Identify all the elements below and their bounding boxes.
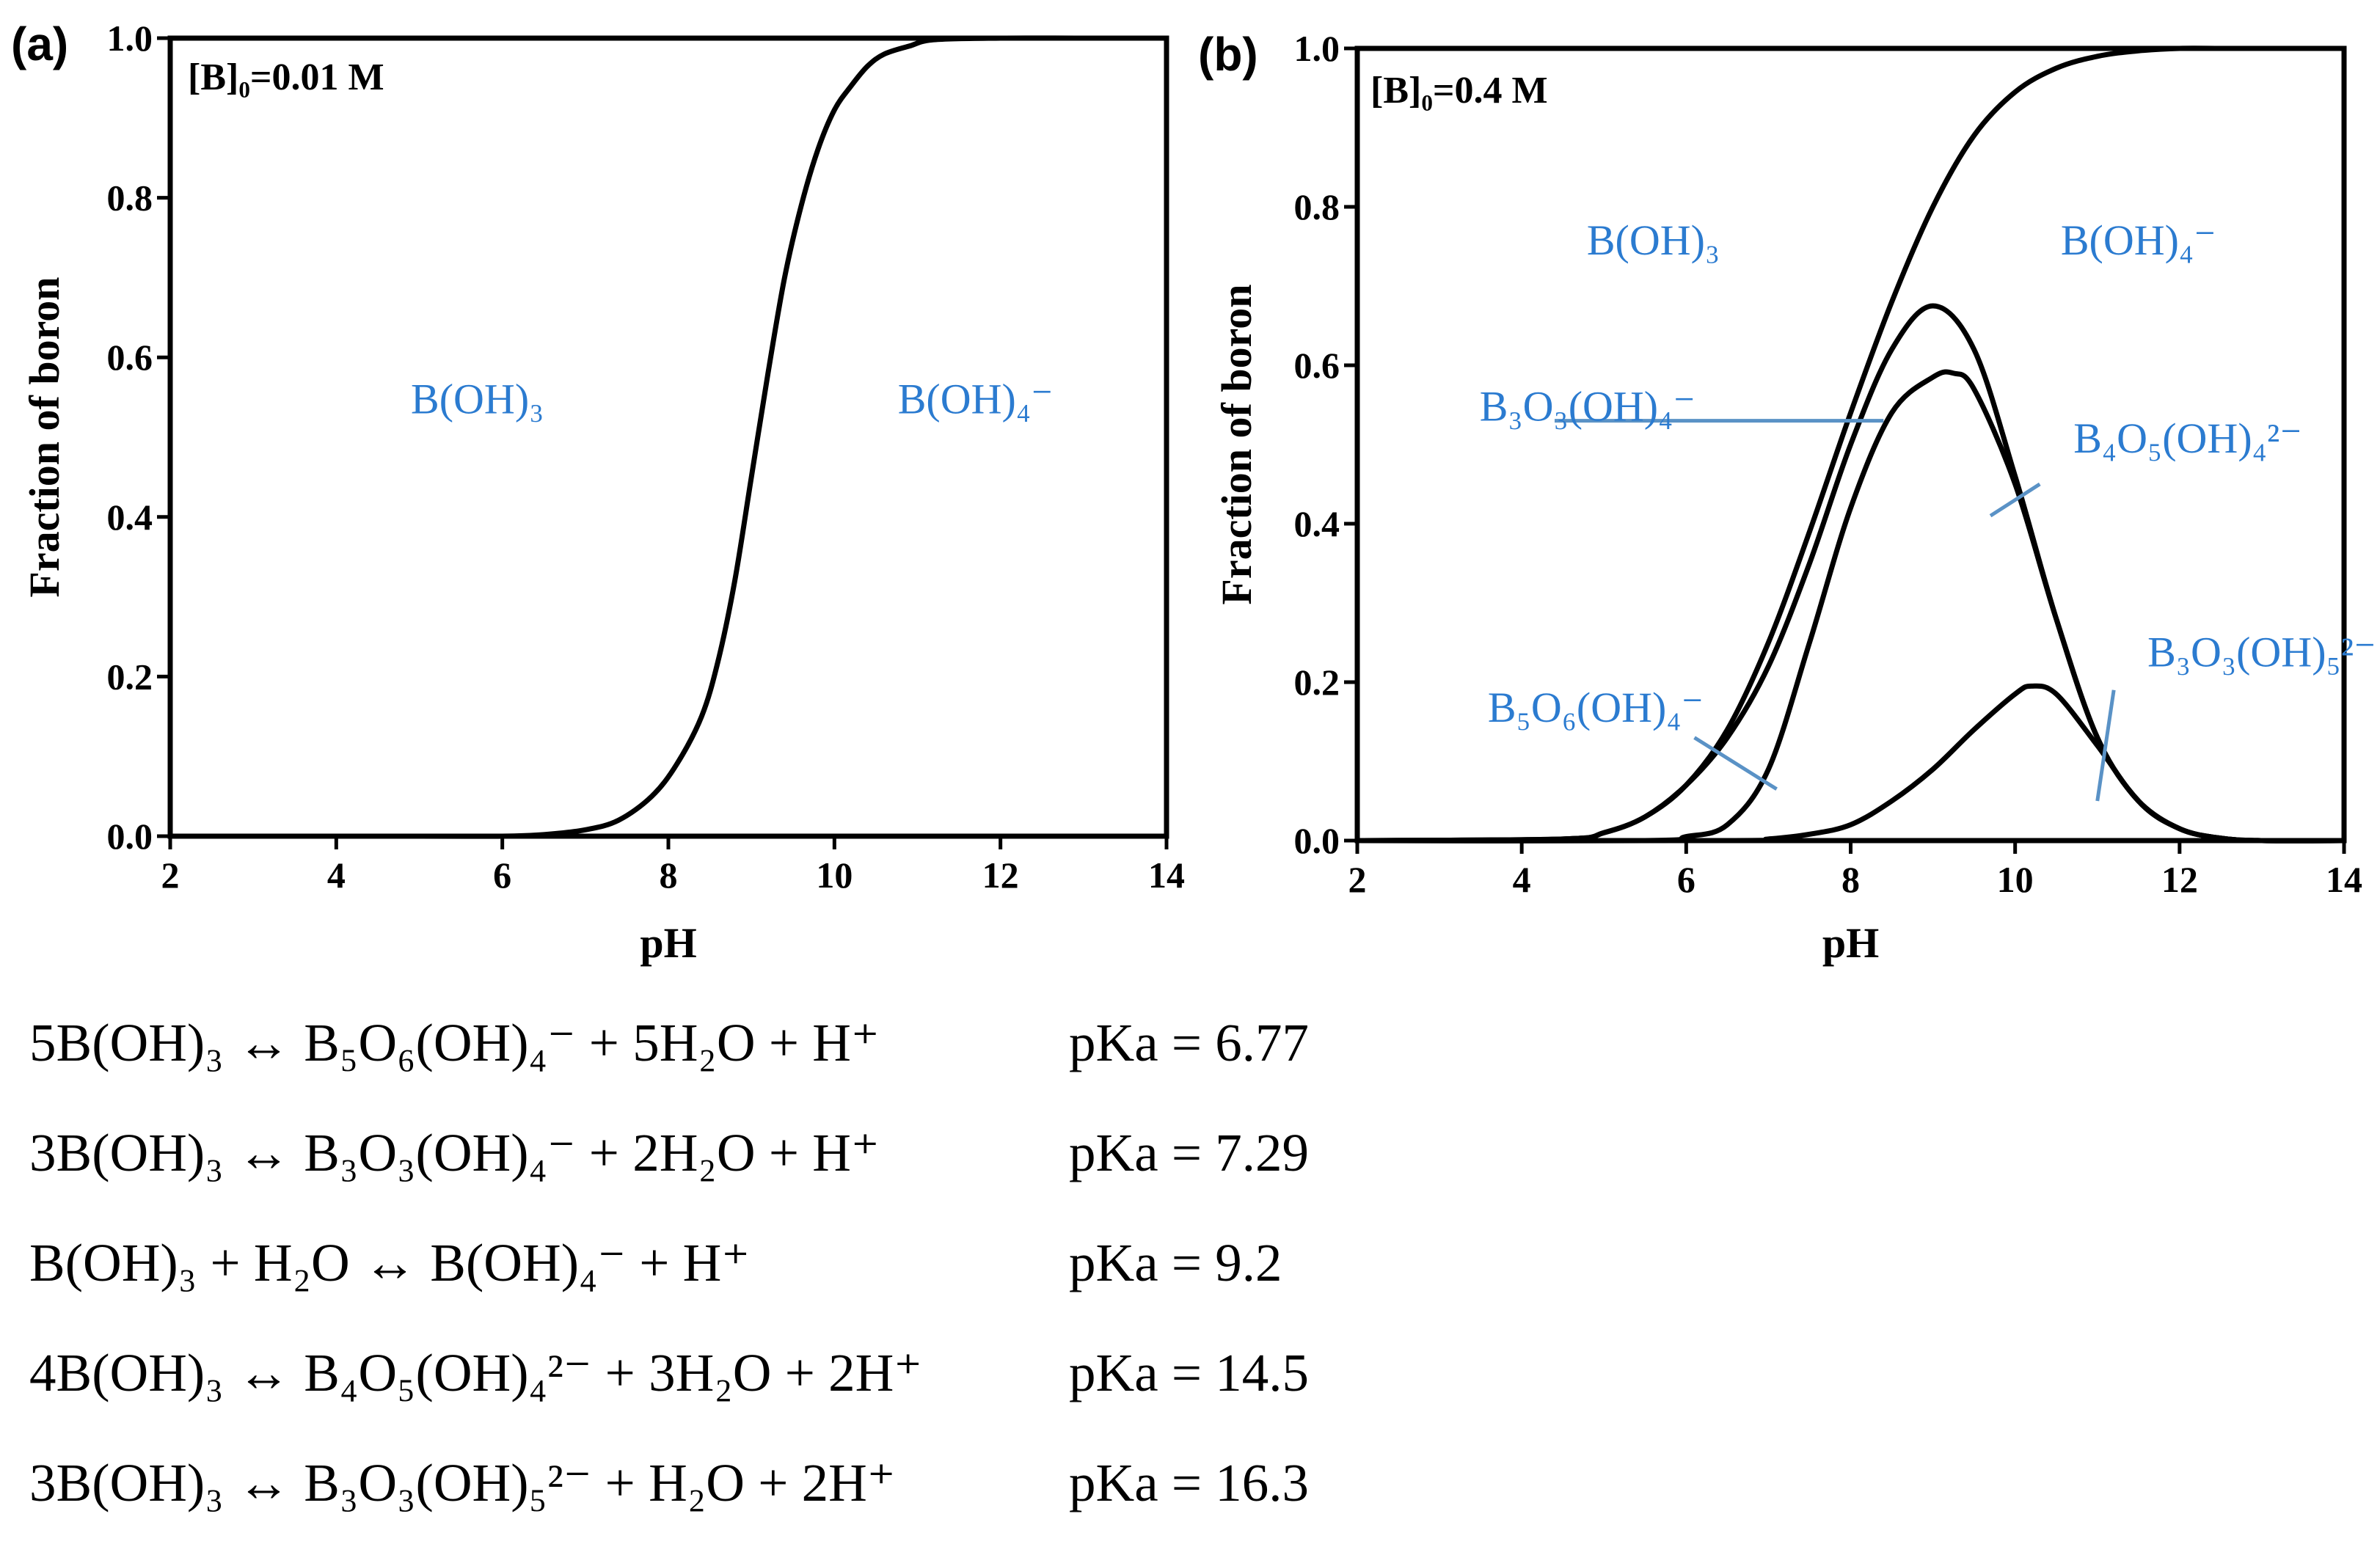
equation-row: 3B(OH)₃ ↔ B₃O₃(OH)₅²⁻ + H₂O + 2H⁺ pKa = …: [29, 1434, 1423, 1544]
y-axis-title: Fraction of boron: [21, 277, 68, 597]
y-tick-label: 0.0: [107, 816, 153, 857]
y-tick-label: 0.8: [107, 178, 153, 219]
y-tick-label: 0.8: [1294, 186, 1340, 227]
species-label: B₄O₅(OH)₄²⁻: [2073, 414, 2302, 462]
y-tick-label: 0.4: [1294, 503, 1340, 544]
pka-value: pKa = 14.5: [1069, 1343, 1310, 1402]
x-axis-title: pH: [1822, 919, 1879, 967]
equation-row: 3B(OH)₃ ↔ B₃O₃(OH)₄⁻ + 2H₂O + H⁺ pKa = 7…: [29, 1104, 1423, 1214]
x-tick-label: 8: [1841, 859, 1860, 900]
x-tick-label: 8: [660, 855, 678, 896]
panel-b: 2 4 6 8 10 12 14 0.0 0.2 0.4 0.6 0.8 1.0 pH Fraction o…: [1198, 28, 2376, 967]
concentration-label: [B]₀=0.01 M: [188, 56, 384, 98]
y-tick-label: 0.2: [107, 656, 153, 697]
species-label: B(OH)₄⁻: [2061, 216, 2216, 264]
reaction-text: 3B(OH)₃ ↔ B₃O₃(OH)₄⁻ + 2H₂O + H⁺: [29, 1123, 880, 1182]
y-tick-label: 0.6: [1294, 345, 1340, 386]
panel-label: (a): [11, 18, 68, 70]
species-label: B(OH)₃: [411, 375, 544, 422]
pka-value: pKa = 6.77: [1069, 1013, 1310, 1072]
x-tick-label: 10: [816, 855, 853, 896]
annotation-leader-line: [1989, 482, 2041, 518]
x-tick-label: 4: [327, 855, 346, 896]
x-tick-label: 2: [161, 855, 180, 896]
reaction-text: B(OH)₃ + H₂O ↔ B(OH)₄⁻ + H⁺: [29, 1233, 750, 1292]
y-tick-label: 1.0: [1294, 28, 1340, 69]
species-label: B(OH)₄⁻: [898, 375, 1054, 422]
y-tick-label: 0.6: [107, 337, 153, 378]
pka-value: pKa = 7.29: [1069, 1123, 1310, 1182]
species-label: B₃O₃(OH)₅²⁻: [2147, 628, 2376, 676]
x-tick-label: 10: [1997, 859, 2034, 900]
pka-value: pKa = 16.3: [1069, 1453, 1310, 1512]
y-tick-label: 1.0: [107, 18, 153, 59]
x-tick-label: 14: [1148, 855, 1185, 896]
annotation-leader-line: [1693, 736, 1778, 791]
x-tick-label: 12: [2161, 859, 2198, 900]
x-tick-label: 4: [1513, 859, 1531, 900]
equation-row: B(OH)₃ + H₂O ↔ B(OH)₄⁻ + H⁺ pKa = 9.2: [29, 1214, 1423, 1324]
reaction-text: 5B(OH)₃ ↔ B₅O₆(OH)₄⁻ + 5H₂O + H⁺: [29, 1013, 880, 1072]
x-tick-label: 12: [982, 855, 1019, 896]
x-tick-label: 2: [1348, 859, 1367, 900]
speciation-figure: 2 4 6 8 10 12 14 0.0 0.2 0.4 0.6 0.8 1.0 pH Fraction o…: [11, 18, 2376, 967]
panel-label: (b): [1198, 28, 1258, 81]
y-tick-label: 0.4: [107, 497, 153, 538]
species-label: B₅O₆(OH)₄⁻: [1488, 684, 1704, 731]
concentration-label: [B]₀=0.4 M: [1370, 70, 1548, 111]
x-axis-title: pH: [640, 919, 696, 967]
series-line: [167, 35, 1169, 839]
equation-row: 5B(OH)₃ ↔ B₅O₆(OH)₄⁻ + 5H₂O + H⁺ pKa = 6…: [29, 994, 1423, 1104]
x-tick-label: 6: [493, 855, 511, 896]
x-tick-label: 14: [2326, 859, 2362, 900]
species-label: B(OH)₃: [1587, 216, 1720, 264]
plot-frame: [167, 35, 1169, 839]
pka-value: pKa = 9.2: [1069, 1233, 1282, 1292]
annotation-leader-line: [2095, 689, 2116, 802]
y-axis-title: Fraction of boron: [1213, 284, 1260, 604]
species-label: B₃O₃(OH)₄⁻: [1480, 383, 1695, 431]
equilibrium-equations: 5B(OH)₃ ↔ B₅O₆(OH)₄⁻ + 5H₂O + H⁺ pKa = 6…: [29, 994, 1423, 1544]
reaction-text: 4B(OH)₃ ↔ B₄O₅(OH)₄²⁻ + 3H₂O + 2H⁺: [29, 1343, 922, 1402]
series-line: [1354, 683, 2347, 844]
reaction-text: 3B(OH)₃ ↔ B₃O₃(OH)₅²⁻ + H₂O + 2H⁺: [29, 1453, 896, 1512]
panel-a: 2 4 6 8 10 12 14 0.0 0.2 0.4 0.6 0.8 1.0 pH Fraction o…: [11, 18, 1185, 967]
y-tick-label: 0.2: [1294, 662, 1340, 703]
equation-row: 4B(OH)₃ ↔ B₄O₅(OH)₄²⁻ + 3H₂O + 2H⁺ pKa =…: [29, 1324, 1423, 1434]
x-tick-label: 6: [1677, 859, 1695, 900]
y-tick-label: 0.0: [1294, 820, 1340, 861]
